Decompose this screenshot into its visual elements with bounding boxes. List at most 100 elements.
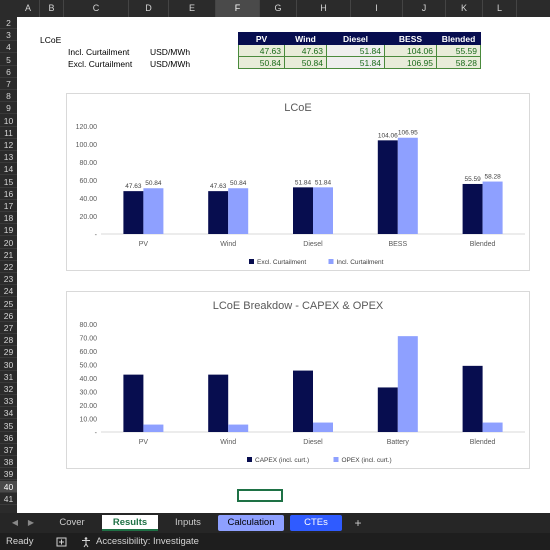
row-header-16[interactable]: 16 xyxy=(0,188,17,200)
y-tick-label: - xyxy=(95,232,98,239)
tab-cover[interactable]: Cover xyxy=(59,517,85,528)
row-header-5[interactable]: 5 xyxy=(0,54,17,66)
row-header-17[interactable]: 17 xyxy=(0,200,17,212)
row-header-6[interactable]: 6 xyxy=(0,66,17,78)
incl-wind[interactable]: 47.63 xyxy=(284,44,327,57)
incl-diesel[interactable]: 51.84 xyxy=(326,44,385,57)
add-sheet-icon[interactable]: + xyxy=(354,516,362,530)
row-header-7[interactable]: 7 xyxy=(0,78,17,90)
row-header-15[interactable]: 15 xyxy=(0,176,17,188)
tab-inputs[interactable]: Inputs xyxy=(175,517,201,528)
lcoe-chart[interactable]: LCoE 120.00 100.00 80.00 60.00 40.00 20.00 - 47… xyxy=(66,93,530,271)
column-header-l[interactable]: L xyxy=(483,0,517,17)
row-header-33[interactable]: 33 xyxy=(0,395,17,408)
column-header-b[interactable]: B xyxy=(40,0,64,17)
row-header-32[interactable]: 32 xyxy=(0,383,17,395)
excl-diesel[interactable]: 51.84 xyxy=(326,56,385,69)
row-header-24[interactable]: 24 xyxy=(0,285,17,298)
capex-opex-chart[interactable]: LCoE Breakdow - CAPEX & OPEX 80.00 70.00 6… xyxy=(66,291,530,469)
x-tick-label: Wind xyxy=(220,439,236,446)
incl-bess[interactable]: 104.06 xyxy=(384,44,437,57)
row-header-14[interactable]: 14 xyxy=(0,163,17,176)
incl-curtailment-label[interactable]: Incl. Curtailment xyxy=(68,47,130,57)
row-header-31[interactable]: 31 xyxy=(0,371,17,383)
row-header-29[interactable]: 29 xyxy=(0,346,17,359)
row-header-18[interactable]: 18 xyxy=(0,212,17,225)
row-header-21[interactable]: 21 xyxy=(0,249,17,261)
row-header-11[interactable]: 11 xyxy=(0,127,17,139)
excl-blended[interactable]: 58.28 xyxy=(436,56,481,69)
legend-swatch xyxy=(247,457,252,462)
row-header-34[interactable]: 34 xyxy=(0,407,17,420)
tab-results[interactable]: Results xyxy=(102,515,158,531)
row-header-12[interactable]: 12 xyxy=(0,139,17,151)
incl-blended[interactable]: 55.59 xyxy=(436,44,481,57)
column-header-d[interactable]: D xyxy=(129,0,169,17)
table-header-row: PV Wind Diesel BESS Blended xyxy=(238,32,481,45)
column-header-k[interactable]: K xyxy=(446,0,483,17)
accessibility-icon[interactable] xyxy=(80,533,92,550)
row-header-20[interactable]: 20 xyxy=(0,237,17,249)
column-header-h[interactable]: H xyxy=(297,0,351,17)
lcoe-label[interactable]: LCoE xyxy=(40,35,62,45)
column-header-i[interactable]: I xyxy=(351,0,403,17)
x-tick-label: BESS xyxy=(388,241,407,248)
excl-wind[interactable]: 50.84 xyxy=(284,56,327,69)
row-header-35[interactable]: 35 xyxy=(0,420,17,432)
column-header-j[interactable]: J xyxy=(403,0,446,17)
column-header-g[interactable]: G xyxy=(260,0,297,17)
header-pv[interactable]: PV xyxy=(238,32,285,45)
row-header-9[interactable]: 9 xyxy=(0,102,17,115)
row-header-36[interactable]: 36 xyxy=(0,432,17,444)
row-header-27[interactable]: 27 xyxy=(0,322,17,334)
macro-recorder-icon[interactable] xyxy=(56,533,68,550)
row-header-39[interactable]: 39 xyxy=(0,468,17,481)
row-header-8[interactable]: 8 xyxy=(0,90,17,103)
prev-sheet-icon[interactable]: ◀ xyxy=(11,518,19,527)
bar-excl-curtailment-bess xyxy=(377,140,398,234)
row-header-41[interactable]: 41 xyxy=(0,493,17,505)
incl-pv[interactable]: 47.63 xyxy=(238,44,285,57)
x-tick-label: Diesel xyxy=(303,439,323,446)
bar-capex-incl-curt--wind xyxy=(208,374,229,432)
column-header-c[interactable]: C xyxy=(64,0,129,17)
row-header-2[interactable]: 2 xyxy=(0,17,17,29)
row-header-30[interactable]: 30 xyxy=(0,359,17,371)
row-header-19[interactable]: 19 xyxy=(0,224,17,237)
unit-cell-1[interactable]: USD/MWh xyxy=(150,47,191,57)
column-header-e[interactable]: E xyxy=(169,0,216,17)
column-header-f[interactable]: F xyxy=(216,0,260,17)
accessibility-status[interactable]: Accessibility: Investigate xyxy=(96,536,199,547)
excl-pv[interactable]: 50.84 xyxy=(238,56,285,69)
legend-entry: Incl. Curtailment xyxy=(337,259,384,266)
header-blended[interactable]: Blended xyxy=(436,32,481,45)
excl-bess[interactable]: 106.95 xyxy=(384,56,437,69)
row-header-25[interactable]: 25 xyxy=(0,298,17,310)
row-header-3[interactable]: 3 xyxy=(0,29,17,42)
bar-opex-incl-curt--diesel xyxy=(313,422,333,432)
row-header-26[interactable]: 26 xyxy=(0,310,17,322)
row-header-28[interactable]: 28 xyxy=(0,334,17,347)
y-tick-label: 80.00 xyxy=(79,322,97,329)
excl-curtailment-label[interactable]: Excl. Curtailment xyxy=(68,59,133,69)
row-header-40[interactable]: 40 xyxy=(0,480,17,493)
row-header-38[interactable]: 38 xyxy=(0,456,17,469)
row-header-22[interactable]: 22 xyxy=(0,261,17,273)
bar-incl-curtailment-diesel xyxy=(313,187,333,234)
row-header-10[interactable]: 10 xyxy=(0,115,17,127)
row-header-4[interactable]: 4 xyxy=(0,41,17,54)
data-label: 51.84 xyxy=(295,179,312,186)
row-header-13[interactable]: 13 xyxy=(0,151,17,164)
unit-cell-2[interactable]: USD/MWh xyxy=(150,59,191,69)
next-sheet-icon[interactable]: ▶ xyxy=(27,518,35,527)
column-header-a[interactable]: A xyxy=(17,0,40,17)
header-bess[interactable]: BESS xyxy=(384,32,437,45)
tab-ctes[interactable]: CTEs xyxy=(290,515,342,531)
row-header-23[interactable]: 23 xyxy=(0,273,17,286)
active-cell-selection[interactable] xyxy=(237,489,283,502)
row-header-37[interactable]: 37 xyxy=(0,444,17,456)
header-diesel[interactable]: Diesel xyxy=(326,32,385,45)
tab-calculation[interactable]: Calculation xyxy=(218,515,284,531)
header-wind[interactable]: Wind xyxy=(284,32,327,45)
